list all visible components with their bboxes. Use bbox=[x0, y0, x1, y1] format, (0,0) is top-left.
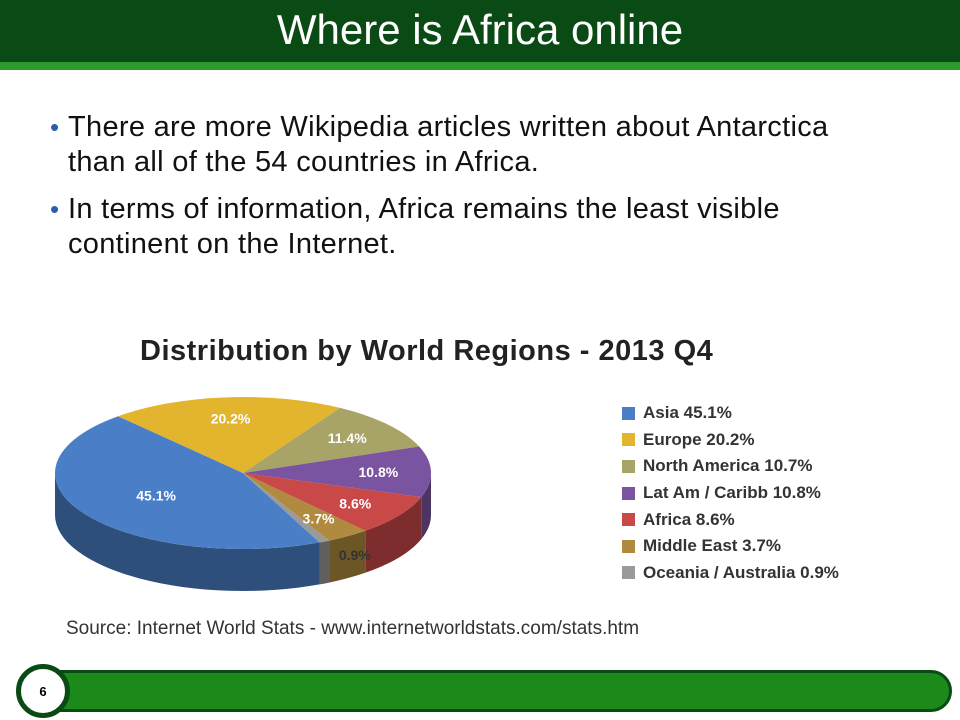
pie-slice-lat-am-caribb bbox=[243, 446, 431, 498]
pie-side-africa bbox=[365, 497, 422, 573]
pie-slice-oceania-australia bbox=[243, 473, 330, 543]
legend-label: Lat Am / Caribb 10.8% bbox=[643, 483, 821, 503]
bullet-dot: • bbox=[50, 112, 60, 142]
legend-swatch bbox=[622, 406, 635, 420]
pie-slice-europe bbox=[118, 397, 341, 473]
legend-swatch bbox=[622, 433, 635, 447]
pie-tops bbox=[55, 397, 431, 549]
legend-item: Oceania / Australia 0.9% bbox=[622, 560, 839, 587]
legend-label: Middle East 3.7% bbox=[643, 536, 781, 556]
pie-data-label: 11.4% bbox=[328, 430, 367, 446]
legend-item: Middle East 3.7% bbox=[622, 533, 839, 560]
legend-label: Oceania / Australia 0.9% bbox=[643, 562, 839, 582]
bullet-text: There are more Wikipedia articles writte… bbox=[68, 111, 829, 178]
legend-item: Africa 8.6% bbox=[622, 506, 839, 533]
chart-source: Source: Internet World Stats - www.inter… bbox=[66, 618, 640, 639]
bullet-item: • In terms of information, Africa remains… bbox=[50, 192, 870, 262]
pie-side-asia bbox=[55, 473, 320, 591]
slide-title: Where is Africa online bbox=[276, 6, 684, 53]
pie-data-label: 0.9% bbox=[339, 547, 371, 563]
legend-label: Africa 8.6% bbox=[643, 509, 735, 529]
pie-sides bbox=[55, 473, 431, 591]
pie-data-label: 45.1% bbox=[136, 488, 176, 504]
pie-slice-africa bbox=[243, 473, 422, 531]
page-number: 6 bbox=[16, 664, 70, 718]
legend-item: Europe 20.2% bbox=[622, 427, 839, 454]
legend-swatch bbox=[622, 539, 635, 553]
legend-swatch bbox=[622, 513, 635, 527]
legend-swatch bbox=[622, 459, 635, 473]
pie-side-lat-am-caribb bbox=[421, 473, 431, 540]
pie-chart: 45.1% 20.2% 11.4% 10.8% 8.6%3.7% 0.9% bbox=[55, 397, 431, 591]
legend-swatch bbox=[622, 566, 635, 580]
bullet-list: • There are more Wikipedia articles writt… bbox=[50, 110, 870, 274]
legend-swatch bbox=[622, 486, 635, 500]
pie-slice-asia bbox=[55, 416, 320, 549]
legend-label: Asia 45.1% bbox=[643, 403, 732, 423]
title-bar bbox=[0, 0, 960, 70]
legend-label: Europe 20.2% bbox=[643, 429, 755, 449]
pie-side-oceania-australia bbox=[319, 540, 330, 585]
pie-slice-north-america bbox=[243, 407, 420, 473]
bullet-item: • There are more Wikipedia articles writt… bbox=[50, 110, 870, 180]
legend-item: North America 10.7% bbox=[622, 453, 839, 480]
pie-data-label: 10.8% bbox=[358, 464, 398, 480]
pie-side-middle-east bbox=[329, 530, 366, 583]
footer-bar bbox=[40, 670, 952, 712]
chart-title: Distribution by World Regions - 2013 Q4 bbox=[140, 335, 714, 367]
chart-legend: Asia 45.1% Europe 20.2% North America 10… bbox=[622, 400, 839, 586]
pie-data-label: 3.7% bbox=[303, 510, 335, 526]
pie-labels: 45.1% 20.2% 11.4% 10.8% 8.6%3.7% 0.9% bbox=[136, 411, 398, 563]
pie-slice-middle-east bbox=[243, 473, 366, 541]
legend-label: North America 10.7% bbox=[643, 456, 813, 476]
legend-item: Asia 45.1% bbox=[622, 400, 839, 427]
bullet-dot: • bbox=[50, 194, 60, 224]
legend-item: Lat Am / Caribb 10.8% bbox=[622, 480, 839, 507]
pie-data-label: 20.2% bbox=[211, 411, 251, 427]
bullet-text: In terms of information, Africa remains … bbox=[68, 193, 780, 260]
pie-data-label: 8.6% bbox=[339, 496, 371, 512]
